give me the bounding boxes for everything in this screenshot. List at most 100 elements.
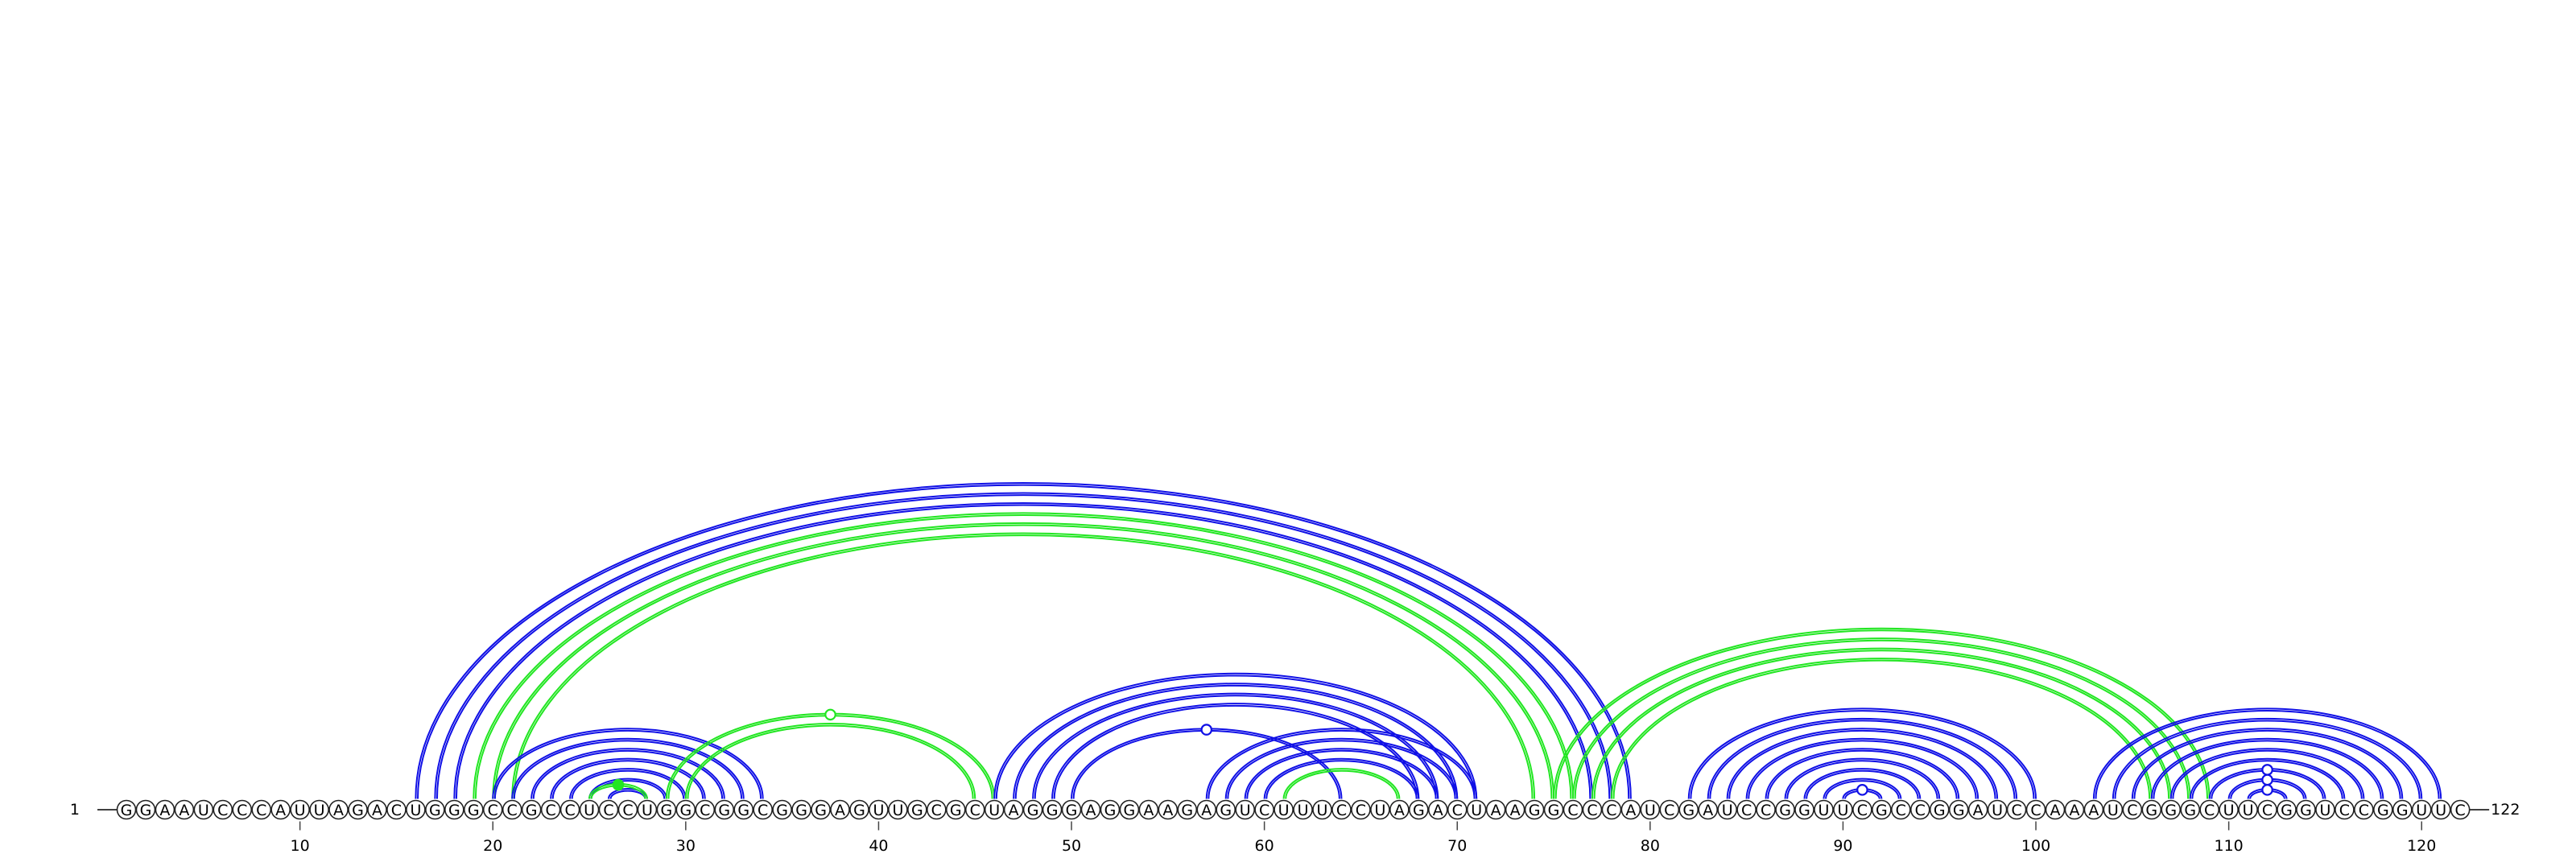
nucleotide-10 (290, 799, 310, 820)
nucleotide-35 (772, 799, 792, 820)
nucleotide-112 (2257, 799, 2277, 820)
tick-label-110: 110 (2215, 837, 2244, 855)
nucleotide-letter-21: C (507, 802, 518, 819)
nucleotide-letter-107: G (2165, 802, 2177, 819)
nucleotide-116 (2334, 799, 2355, 820)
tick-label-80: 80 (1641, 837, 1660, 855)
nucleotide-28 (637, 799, 658, 820)
arc-stroke (1784, 757, 1941, 799)
nucleotide-54 (1138, 799, 1159, 820)
nucleotide-111 (2238, 799, 2258, 820)
nucleotide-90 (1833, 799, 1853, 820)
nucleotide-letter-5: U (198, 802, 209, 819)
nucleotide-15 (386, 799, 407, 820)
arc-stroke (474, 514, 1572, 799)
nucleotide-81 (1659, 799, 1680, 820)
nucleotide-letter-116: C (2339, 802, 2350, 819)
arc-stroke (493, 729, 762, 799)
nucleotide-16 (406, 799, 426, 820)
arc-61-67 (1282, 768, 1401, 799)
arc-stroke (1765, 748, 1960, 799)
arc-83-99 (1707, 717, 2018, 799)
arc-stroke (2169, 748, 2365, 799)
arc-stroke (2133, 729, 2401, 799)
arc-stroke (687, 724, 974, 799)
nucleotide-7 (232, 799, 253, 820)
arc-stroke (1823, 778, 1902, 799)
nucleotide-letter-85: C (1741, 802, 1752, 819)
arc-stroke (1825, 780, 1900, 799)
arc-77-107 (1591, 647, 2172, 799)
nucleotide-letter-27: C (622, 802, 633, 819)
nucleotide-letter-31: C (700, 802, 710, 819)
arc-104-120 (2112, 717, 2423, 799)
nucleotide-letter-46: U (989, 802, 1000, 819)
nucleotide-letter-26: C (603, 802, 613, 819)
arc-stroke (434, 492, 1612, 799)
nucleotide-letter-94: C (1915, 802, 1926, 819)
nucleotide-letter-84: U (1722, 802, 1733, 819)
tick-label-70: 70 (1447, 837, 1467, 855)
nucleotide-letter-1: G (121, 802, 133, 819)
arc-47-70 (1013, 683, 1459, 799)
nucleotide-letter-30: G (679, 802, 691, 819)
nucleotide-letter-87: G (1779, 802, 1791, 819)
arc-30-45 (684, 723, 976, 799)
arc-stroke (1690, 709, 2035, 799)
nucleotide-letter-62: U (1298, 802, 1309, 819)
nucleotide-letter-33: G (737, 802, 749, 819)
nucleotide-77 (1582, 799, 1603, 820)
tick-label-30: 30 (676, 837, 696, 855)
nucleotide-letter-4: A (179, 802, 189, 819)
nucleotide-letter-59: U (1240, 802, 1251, 819)
nucleotide-25 (579, 799, 600, 820)
nucleotide-letter-111: U (2243, 802, 2254, 819)
arc-stroke (1553, 627, 2211, 799)
nucleotide-37 (811, 799, 831, 820)
nucleotide-letter-110: U (2223, 802, 2235, 819)
nucleotide-52 (1100, 799, 1121, 820)
nucleotide-letter-51: A (1086, 802, 1096, 819)
arc-stroke (1728, 729, 1996, 799)
nucleotide-letter-12: A (333, 802, 344, 819)
nucleotide-83 (1698, 799, 1719, 820)
arc-21-74 (511, 532, 1536, 799)
nucleotide-41 (888, 799, 908, 820)
nucleotide-13 (348, 799, 368, 820)
nucleotide-82 (1678, 799, 1699, 820)
nucleotide-letter-91: C (1857, 802, 1868, 819)
arc-20-75 (492, 522, 1555, 799)
nucleotide-letter-55: A (1162, 802, 1173, 819)
arc-stroke (1051, 703, 1420, 799)
arc-stroke (415, 482, 1632, 799)
arc-stroke (1687, 707, 2037, 799)
nucleotide-53 (1119, 799, 1140, 820)
nucleotide-18 (444, 799, 464, 820)
nucleotide-letter-58: G (1220, 802, 1232, 819)
arc-stroke (1244, 748, 1439, 799)
nucleotide-21 (502, 799, 522, 820)
nucleotide-3 (155, 799, 175, 820)
arc-78-106 (1610, 658, 2153, 799)
nucleotide-29 (656, 799, 677, 820)
open-marker (1200, 724, 1213, 736)
arc-stroke (532, 749, 724, 799)
nucleotide-4 (174, 799, 195, 820)
nucleotide-letter-98: U (1992, 802, 2003, 819)
arc-107-117 (2169, 748, 2365, 799)
nucleotide-80 (1640, 799, 1661, 820)
arc-stroke (492, 728, 764, 799)
nucleotide-1 (116, 799, 137, 820)
nucleotide-letter-18: G (448, 802, 460, 819)
nucleotide-letter-22: G (526, 802, 538, 819)
nucleotide-47 (1003, 799, 1024, 820)
nucleotide-letter-104: U (2107, 802, 2119, 819)
arc-59-69 (1244, 748, 1439, 799)
nucleotide-letter-11: U (314, 802, 325, 819)
nucleotide-letter-17: G (429, 802, 441, 819)
nucleotide-27 (617, 799, 638, 820)
nucleotide-letter-6: C (217, 802, 228, 819)
nucleotide-95 (1929, 799, 1950, 820)
nucleotide-letter-20: C (488, 802, 498, 819)
